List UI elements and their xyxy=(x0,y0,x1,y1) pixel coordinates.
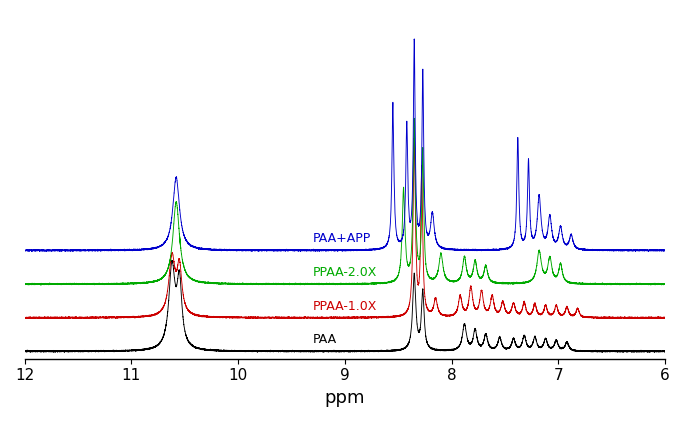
Text: PPAA-2.0X: PPAA-2.0X xyxy=(313,266,377,279)
Text: PAA: PAA xyxy=(313,333,337,346)
X-axis label: ppm: ppm xyxy=(325,389,365,407)
Text: PPAA-1.0X: PPAA-1.0X xyxy=(313,300,377,313)
Text: PAA+APP: PAA+APP xyxy=(313,232,371,245)
